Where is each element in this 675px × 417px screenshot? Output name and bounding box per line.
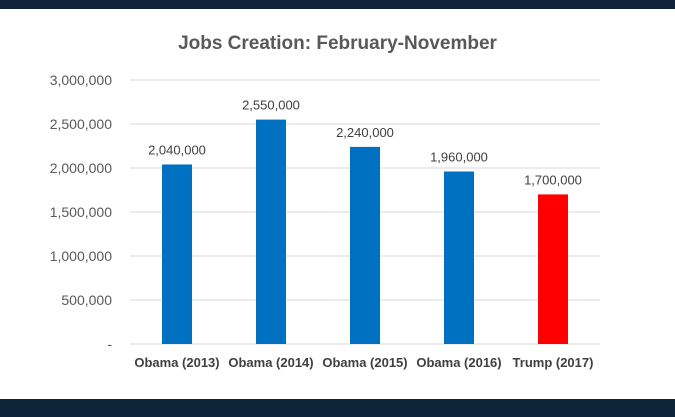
bar: [162, 164, 192, 344]
y-tick-label: 1,000,000: [50, 248, 112, 264]
chart-title: Jobs Creation: February-November: [178, 33, 497, 54]
bar: [350, 146, 380, 344]
data-labels: 2,040,000 2,550,000 2,240,000 1,960,000 1,70…: [148, 98, 582, 188]
data-label: 2,040,000: [148, 142, 206, 157]
y-tick-label: 3,000,000: [50, 72, 112, 88]
data-label: 1,960,000: [430, 150, 488, 165]
x-axis-labels: Obama (2013) Obama (2014) Obama (2015) Obam…: [134, 355, 593, 370]
y-tick-label: -: [107, 336, 112, 352]
x-category-label: Obama (2014): [228, 355, 313, 370]
x-category-label: Obama (2016): [416, 355, 501, 370]
data-label: 2,240,000: [336, 125, 394, 140]
x-category-label: Obama (2013): [134, 355, 219, 370]
y-tick-label: 2,000,000: [50, 160, 112, 176]
bar: [538, 194, 568, 344]
x-category-label: Obama (2015): [322, 355, 407, 370]
y-tick-label: 2,500,000: [50, 116, 112, 132]
bar: [256, 119, 286, 344]
data-label: 2,550,000: [242, 98, 300, 113]
y-tick-label: 1,500,000: [50, 204, 112, 220]
y-tick-label: 500,000: [61, 292, 112, 308]
y-axis-ticks: - 500,000 1,000,000 1,500,000 2,000,000 2,500…: [50, 72, 113, 352]
data-label: 1,700,000: [524, 172, 582, 187]
x-category-label: Trump (2017): [513, 355, 594, 370]
bars: [162, 119, 568, 344]
bar: [444, 171, 474, 344]
